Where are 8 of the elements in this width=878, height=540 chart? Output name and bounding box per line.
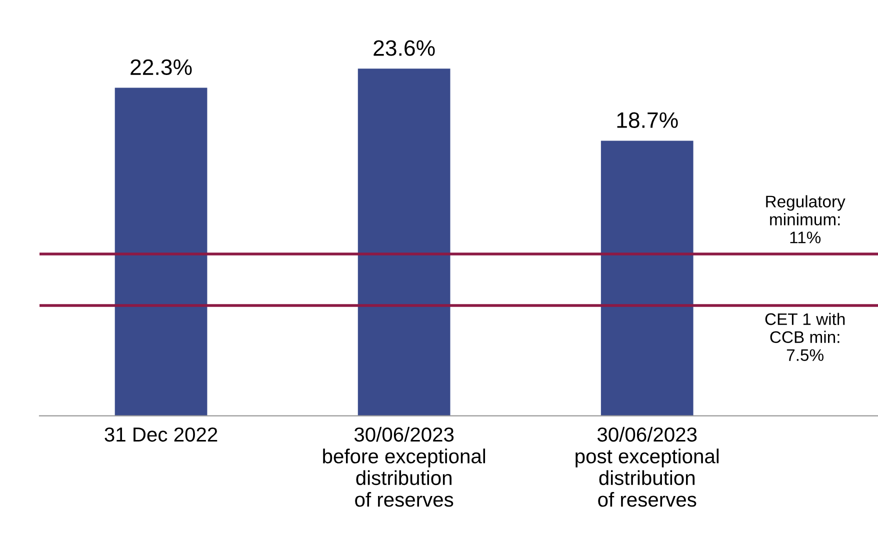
x-tick-label: 30/06/2023 post exceptional distribution of reserves [576,426,719,507]
data-label: 23.6% [374,40,435,56]
x-tick-label: 30/06/2023 before exceptional distribution of reserves [323,426,486,507]
ref-line-label: CET 1 with CCB min: 7.5% [765,312,845,361]
ref-line-label: Regulatory minimum: 11% [766,195,846,244]
data-label: 18.7% [617,112,678,128]
data-label: 22.3% [130,59,192,76]
x-tick-label: 31 Dec 2022 [104,427,218,442]
